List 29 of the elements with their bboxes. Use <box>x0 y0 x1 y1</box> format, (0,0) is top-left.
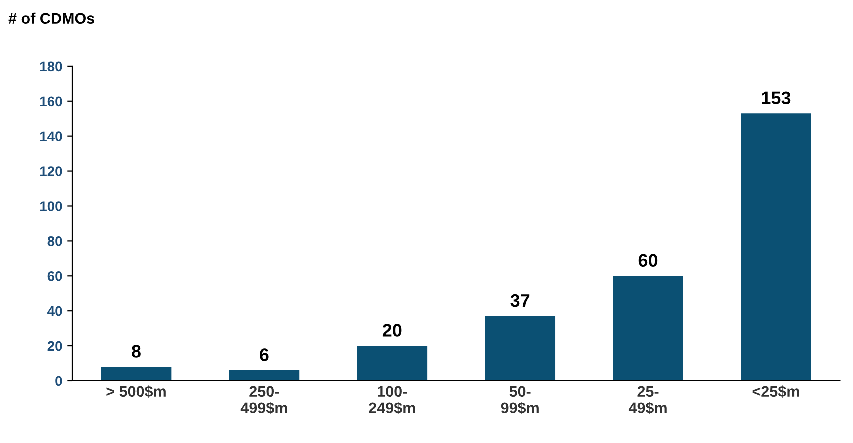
y-tick-label: 20 <box>48 341 62 352</box>
x-tick-label: 250- 499$m <box>240 386 288 415</box>
data-label: 60 <box>638 254 658 268</box>
bar <box>741 114 812 381</box>
bar <box>357 346 428 381</box>
y-axis-title: # of CDMOs <box>8 12 94 24</box>
data-label: 20 <box>382 324 402 337</box>
y-tick-label: 140 <box>40 132 62 142</box>
x-tick-label: 50- 99$m <box>501 386 539 415</box>
data-label: 8 <box>132 345 141 358</box>
y-tick-label: 180 <box>40 62 62 72</box>
data-label: 37 <box>510 294 530 308</box>
bar <box>485 316 556 381</box>
y-tick-label: 80 <box>48 236 62 246</box>
y-tick-label: 60 <box>48 271 62 282</box>
data-label: 6 <box>260 348 269 362</box>
x-tick-label: 25- 49$m <box>628 386 667 415</box>
y-tick-label: 160 <box>40 96 62 107</box>
y-tick-label: 100 <box>40 202 62 212</box>
x-tick-label: 100- 249$m <box>369 386 416 415</box>
y-tick-label: 40 <box>48 306 62 316</box>
data-label: 153 <box>762 92 791 105</box>
bar <box>229 370 300 381</box>
x-tick-label: > 500$m <box>106 386 166 398</box>
bar <box>613 276 684 381</box>
y-tick-label: 120 <box>40 166 62 176</box>
x-tick-label: <25$m <box>752 386 800 398</box>
y-tick-label: 0 <box>56 376 62 386</box>
bar <box>101 367 172 381</box>
